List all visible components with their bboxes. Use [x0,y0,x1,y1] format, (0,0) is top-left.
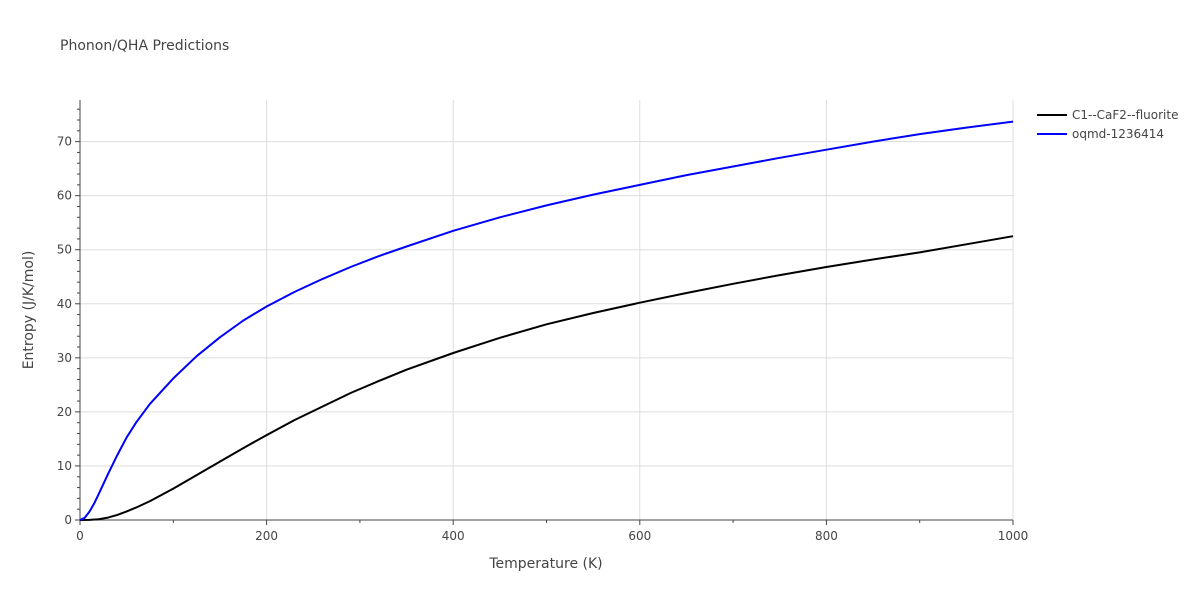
x-tick-label: 1000 [998,529,1029,543]
chart-title: Phonon/QHA Predictions [60,38,229,54]
legend-label-2[interactable]: oqmd-1236414 [1072,127,1164,141]
grid [80,100,1014,520]
y-tick-label: 70 [57,135,72,149]
y-tick-label: 50 [57,243,72,257]
x-axis-title: Temperature (K) [488,556,602,572]
y-tick-label: 20 [57,405,72,419]
y-tick-label: 60 [57,189,72,203]
x-tick-label: 400 [442,529,465,543]
series-layer [79,120,1014,521]
legend[interactable]: C1--CaF2--fluorite oqmd-1236414 [1037,108,1178,141]
y-tick-label: 10 [57,459,72,473]
y-tick-label: 40 [57,297,72,311]
x-tick-label: 800 [815,529,838,543]
series-line-1 [79,235,1014,521]
y-axis-title: Entropy (J/K/mol) [21,251,37,370]
series-line-2 [79,120,1014,521]
y-tick-label: 30 [57,351,72,365]
x-tick-label: 200 [255,529,278,543]
y-tick-label: 0 [64,513,72,527]
x-tick-label: 0 [76,529,84,543]
axes: 0 200 400 600 800 1000 0 10 20 30 40 50 60 70 [57,100,1029,543]
legend-label-1[interactable]: C1--CaF2--fluorite [1072,108,1178,122]
x-tick-label: 600 [628,529,651,543]
